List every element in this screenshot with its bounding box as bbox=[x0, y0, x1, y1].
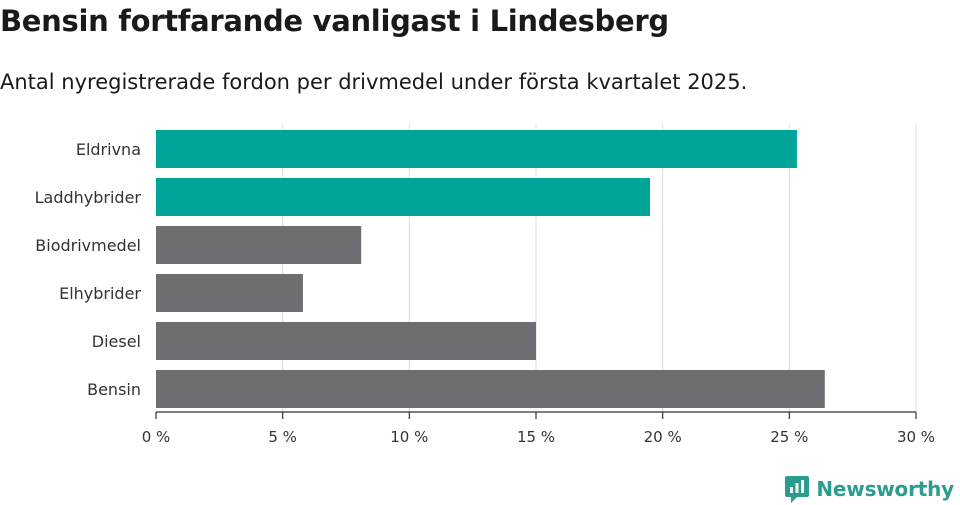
chart-subtitle: Antal nyregistrerade fordon per drivmede… bbox=[0, 70, 748, 94]
newsworthy-logo-icon bbox=[785, 476, 810, 503]
brand-name: Newsworthy bbox=[816, 477, 954, 501]
chart-title: Bensin fortfarande vanligast i Lindesber… bbox=[0, 4, 669, 38]
category-label: Diesel bbox=[92, 332, 141, 351]
category-label: Laddhybrider bbox=[35, 188, 142, 207]
bar bbox=[156, 322, 536, 360]
bar bbox=[156, 226, 362, 264]
brand: Newsworthy bbox=[784, 474, 954, 504]
bar bbox=[156, 130, 797, 168]
x-tick-label: 10 % bbox=[390, 428, 428, 446]
x-tick-label: 25 % bbox=[770, 428, 808, 446]
x-tick-label: 15 % bbox=[517, 428, 555, 446]
bar bbox=[156, 370, 825, 408]
category-label: Bensin bbox=[87, 380, 141, 399]
category-label: Eldrivna bbox=[76, 140, 141, 159]
bar bbox=[156, 178, 650, 216]
category-label: Elhybrider bbox=[59, 284, 141, 303]
bar bbox=[156, 274, 303, 312]
x-tick-label: 20 % bbox=[644, 428, 682, 446]
x-tick-label: 0 % bbox=[142, 428, 171, 446]
category-label: Biodrivmedel bbox=[35, 236, 141, 255]
x-tick-label: 5 % bbox=[268, 428, 297, 446]
x-tick-label: 30 % bbox=[897, 428, 935, 446]
